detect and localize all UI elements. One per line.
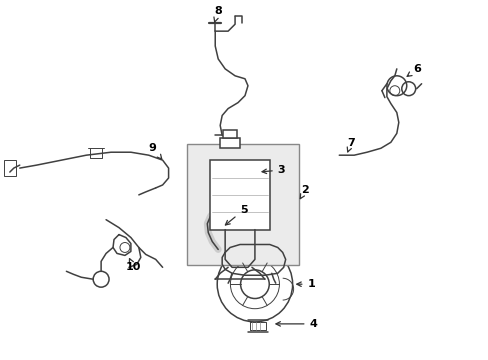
Text: 4: 4 — [275, 319, 317, 329]
Text: 6: 6 — [407, 64, 421, 76]
Text: 2: 2 — [300, 185, 309, 199]
Text: 10: 10 — [126, 258, 141, 272]
Text: 5: 5 — [225, 205, 247, 225]
Text: 8: 8 — [213, 6, 222, 22]
Text: 3: 3 — [262, 165, 285, 175]
Bar — [220, 138, 240, 148]
Polygon shape — [210, 160, 269, 230]
FancyBboxPatch shape — [187, 144, 298, 265]
Text: 7: 7 — [346, 138, 354, 152]
Bar — [223, 130, 237, 138]
Text: 9: 9 — [148, 143, 162, 159]
Bar — [4, 160, 16, 176]
Text: 1: 1 — [296, 279, 315, 289]
